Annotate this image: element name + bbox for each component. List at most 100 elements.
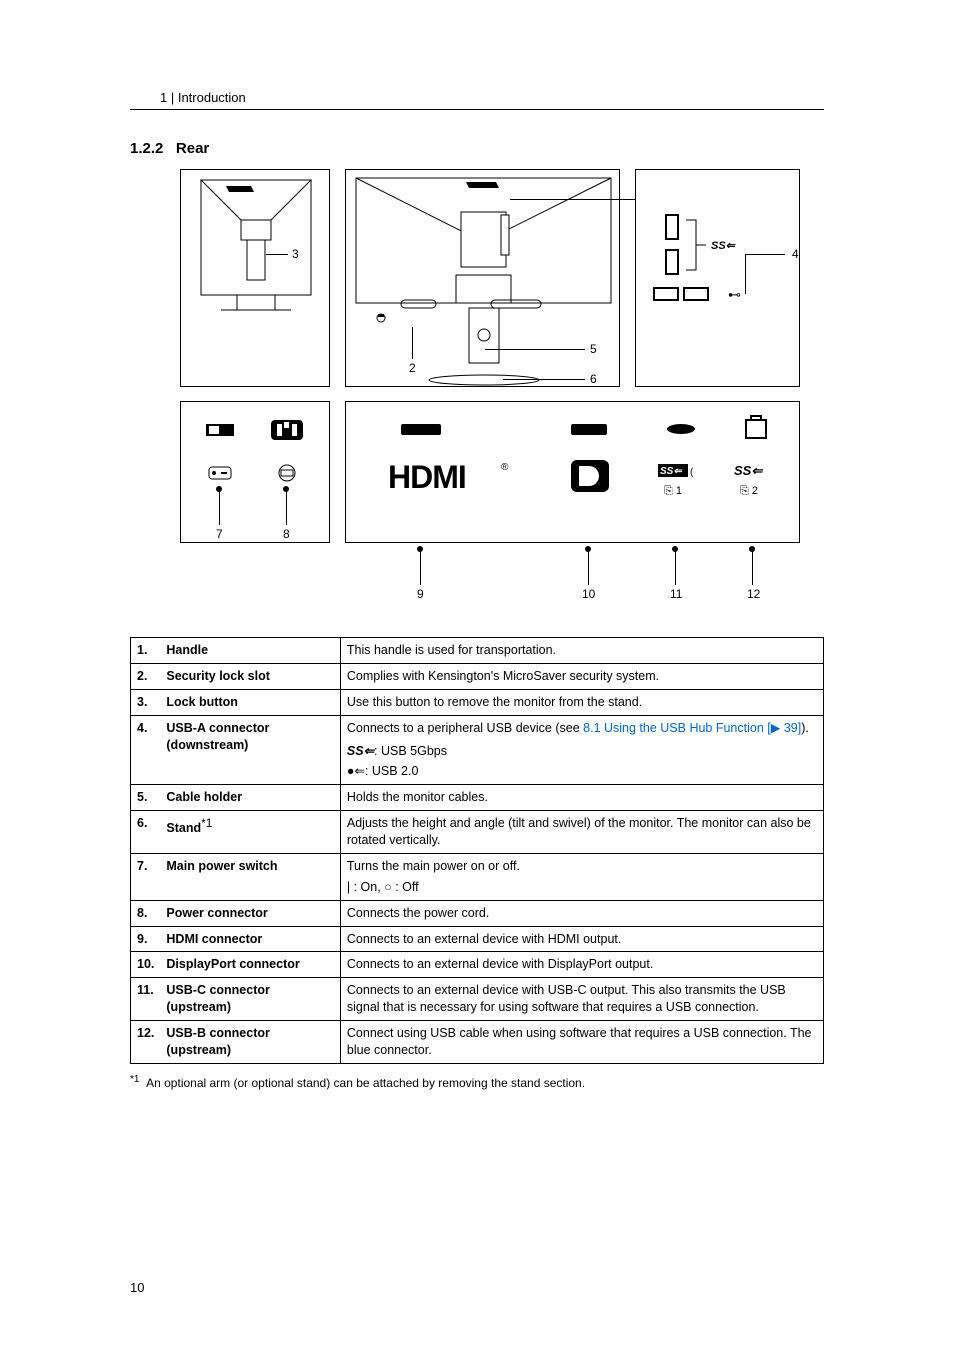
callout-dot [672, 546, 678, 552]
svg-text:SS⇐: SS⇐ [660, 466, 683, 477]
table-row: 4. USB-A connector (downstream) Connects… [131, 715, 824, 785]
ports-row-icon: HDMI ® SS⇐ ( ⎘ 1 SS⇐ ⎘ 2 [346, 402, 801, 544]
row-label: Cable holder [160, 785, 340, 811]
row-desc: Connects to an external device with Disp… [340, 952, 823, 978]
table-row: 6. Stand*1 Adjusts the height and angle … [131, 811, 824, 854]
row-label: USB-A connector (downstream) [160, 715, 340, 785]
section-heading: 1.2.2 Rear [130, 140, 824, 157]
usb-speed-line: ●⇐: USB 2.0 [347, 763, 817, 780]
monitor-rear-large-icon [346, 170, 621, 388]
svg-text:HDMI: HDMI [388, 459, 466, 495]
callout-dot [585, 546, 591, 552]
callout-2: 2 [409, 361, 416, 375]
row-num: 10. [131, 952, 161, 978]
row-num: 1. [131, 638, 161, 664]
row-label: Stand*1 [160, 811, 340, 854]
callout-11: 11 [670, 587, 682, 601]
row-num: 2. [131, 663, 161, 689]
row-desc: Turns the main power on or off. | : On, … [340, 853, 823, 900]
callout-line [485, 349, 585, 350]
callout-dot [283, 486, 289, 492]
row-num: 12. [131, 1021, 161, 1064]
desc-text-pre: Connects to a peripheral USB device (see [347, 721, 583, 735]
diagram-botleft-box [180, 401, 330, 543]
usb-side-panel-icon: SS⇐ ⊷ [636, 170, 801, 388]
running-header: 1 | Introduction [130, 90, 824, 110]
svg-text:SS⇐: SS⇐ [711, 240, 737, 252]
row-label: Security lock slot [160, 663, 340, 689]
desc-text-post: ). [801, 721, 809, 735]
callout-line [745, 254, 785, 255]
row-num: 4. [131, 715, 161, 785]
table-row: 8. Power connector Connects the power co… [131, 900, 824, 926]
footnote-text: An optional arm (or optional stand) can … [146, 1076, 585, 1090]
callout-7: 7 [216, 527, 223, 541]
row-label: USB-B connector (upstream) [160, 1021, 340, 1064]
table-row: 10. DisplayPort connector Connects to an… [131, 952, 824, 978]
row-label: HDMI connector [160, 926, 340, 952]
callout-dot [749, 546, 755, 552]
svg-text:⊷: ⊷ [728, 287, 741, 302]
callout-line [588, 549, 589, 585]
callout-line [420, 549, 421, 585]
row-desc: Connects the power cord. [340, 900, 823, 926]
usb-hub-link[interactable]: 8.1 Using the USB Hub Function [▶ 39] [583, 721, 801, 735]
rear-diagram: 3 [180, 169, 824, 619]
row-label-text: Stand [166, 821, 201, 835]
row-label: Main power switch [160, 853, 340, 900]
row-desc: Holds the monitor cables. [340, 785, 823, 811]
svg-text:(: ( [690, 467, 694, 478]
diagram-botright-box: HDMI ® SS⇐ ( ⎘ 1 SS⇐ ⎘ 2 [345, 401, 800, 543]
row-num: 8. [131, 900, 161, 926]
row-label: USB-C connector (upstream) [160, 978, 340, 1021]
row-desc: Connects to a peripheral USB device (see… [340, 715, 823, 785]
callout-9: 9 [417, 587, 424, 601]
row-label: Power connector [160, 900, 340, 926]
row-num: 6. [131, 811, 161, 854]
callout-12: 12 [747, 587, 760, 601]
spec-table: 1. Handle This handle is used for transp… [130, 637, 824, 1064]
row-desc: Adjusts the height and angle (tilt and s… [340, 811, 823, 854]
usb-speed-line: SS⇐: USB 5Gbps [347, 743, 817, 760]
diagram-canvas: 3 [180, 169, 800, 619]
callout-line [286, 489, 287, 525]
desc-text: Turns the main power on or off. [347, 859, 520, 873]
svg-text:®: ® [501, 462, 509, 473]
header-text: 1 | Introduction [160, 90, 246, 105]
ss-icon: SS⇐ [347, 744, 374, 758]
table-row: 12. USB-B connector (upstream) Connect u… [131, 1021, 824, 1064]
row-num: 9. [131, 926, 161, 952]
table-row: 3. Lock button Use this button to remove… [131, 689, 824, 715]
callout-6: 6 [590, 372, 597, 386]
table-row: 7. Main power switch Turns the main powe… [131, 853, 824, 900]
row-num: 11. [131, 978, 161, 1021]
callout-dot [417, 546, 423, 552]
callout-line [219, 489, 220, 525]
callout-dot [216, 486, 222, 492]
row-desc: Complies with Kensington's MicroSaver se… [340, 663, 823, 689]
usb-trident-icon: ●⇐ [347, 764, 365, 778]
row-label: Lock button [160, 689, 340, 715]
power-states: | : On, ○ : Off [347, 879, 817, 896]
footnote: *1 An optional arm (or optional stand) c… [130, 1074, 824, 1090]
callout-line [745, 254, 746, 294]
table-row: 9. HDMI connector Connects to an externa… [131, 926, 824, 952]
diagram-topright-box: SS⇐ ⊷ [635, 169, 800, 387]
row-num: 3. [131, 689, 161, 715]
callout-line [266, 254, 288, 255]
svg-text:⎘ 2: ⎘ 2 [740, 485, 758, 497]
table-row: 11. USB-C connector (upstream) Connects … [131, 978, 824, 1021]
row-desc: Connect using USB cable when using softw… [340, 1021, 823, 1064]
callout-8: 8 [283, 527, 290, 541]
svg-text:SS⇐: SS⇐ [734, 463, 763, 478]
callout-10: 10 [582, 587, 595, 601]
callout-line [752, 549, 753, 585]
callout-3: 3 [292, 247, 299, 261]
diagram-topmid-box [345, 169, 620, 387]
row-desc: Connects to an external device with HDMI… [340, 926, 823, 952]
power-panel-icon [181, 402, 331, 544]
usb2-text: : USB 2.0 [365, 764, 419, 778]
callout-line [510, 199, 638, 200]
callout-line [675, 549, 676, 585]
footnote-marker: *1 [130, 1074, 139, 1085]
